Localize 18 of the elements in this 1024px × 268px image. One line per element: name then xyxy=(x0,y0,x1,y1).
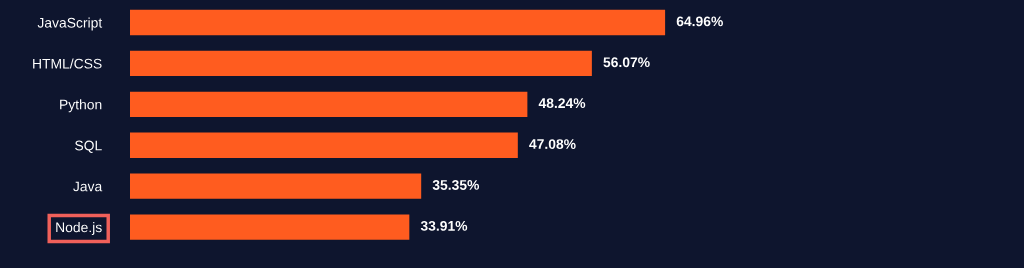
bar xyxy=(130,173,422,199)
bar xyxy=(130,132,518,158)
y-tick-label: Python xyxy=(60,99,102,113)
data-label: 35.35% xyxy=(432,180,480,190)
y-tick-label: HTML/CSS xyxy=(33,58,102,69)
bar xyxy=(130,214,410,240)
y-tick-label: Node.js xyxy=(56,222,102,235)
bar xyxy=(130,50,592,77)
data-label: 64.96% xyxy=(676,16,723,27)
data-label: 33.91% xyxy=(420,220,468,231)
y-tick-label: SQL xyxy=(75,140,102,153)
y-tick-label: Java xyxy=(73,181,103,192)
y-tick-label: JavaScript xyxy=(37,17,103,31)
bar xyxy=(130,91,528,118)
data-label: 48.24% xyxy=(538,98,586,109)
data-label: 47.08% xyxy=(529,139,576,149)
data-label: 56.07% xyxy=(603,57,650,68)
bar xyxy=(130,9,666,36)
